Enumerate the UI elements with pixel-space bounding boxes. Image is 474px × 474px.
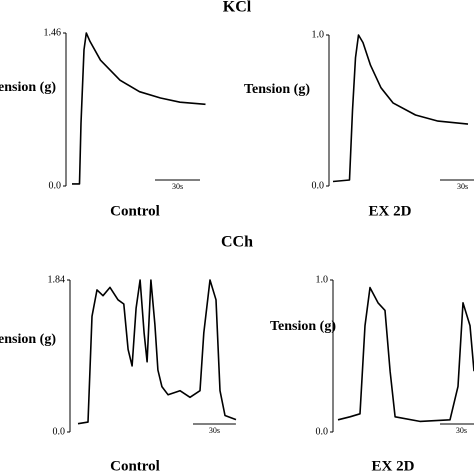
y-tick-label: 0.0 (49, 180, 62, 191)
trace (337, 286, 474, 423)
section-title: CCh (221, 234, 253, 251)
scale-bar-label: 30s (457, 182, 468, 191)
x-axis-label: EX 2D (369, 203, 412, 219)
y-axis-label: Tension (g) (244, 82, 310, 97)
y-tick-label: 1.46 (44, 27, 62, 38)
trace (332, 34, 469, 183)
x-axis-label: EX 2D (372, 458, 415, 474)
y-tick-label: 0.0 (316, 426, 329, 437)
y-tick-label: 0.0 (53, 426, 66, 437)
x-axis-label: Control (110, 458, 160, 474)
scale-bar-label: 30s (172, 182, 183, 191)
trace (72, 32, 206, 185)
y-tick-label: 1.0 (316, 274, 329, 285)
y-axis-label: Tension (g) (0, 332, 56, 347)
scale-bar-label: 30s (209, 426, 220, 435)
section-title: KCl (223, 0, 252, 16)
scale-bar-label: 30s (456, 426, 467, 435)
y-axis-label: Tension (g) (270, 319, 336, 334)
trace (77, 279, 237, 425)
y-tick-label: 1.84 (48, 274, 66, 285)
y-tick-label: 1.0 (312, 29, 325, 40)
x-axis-label: Control (110, 203, 160, 219)
y-tick-label: 0.0 (312, 180, 325, 191)
y-axis-label: Tension (g) (0, 80, 56, 95)
